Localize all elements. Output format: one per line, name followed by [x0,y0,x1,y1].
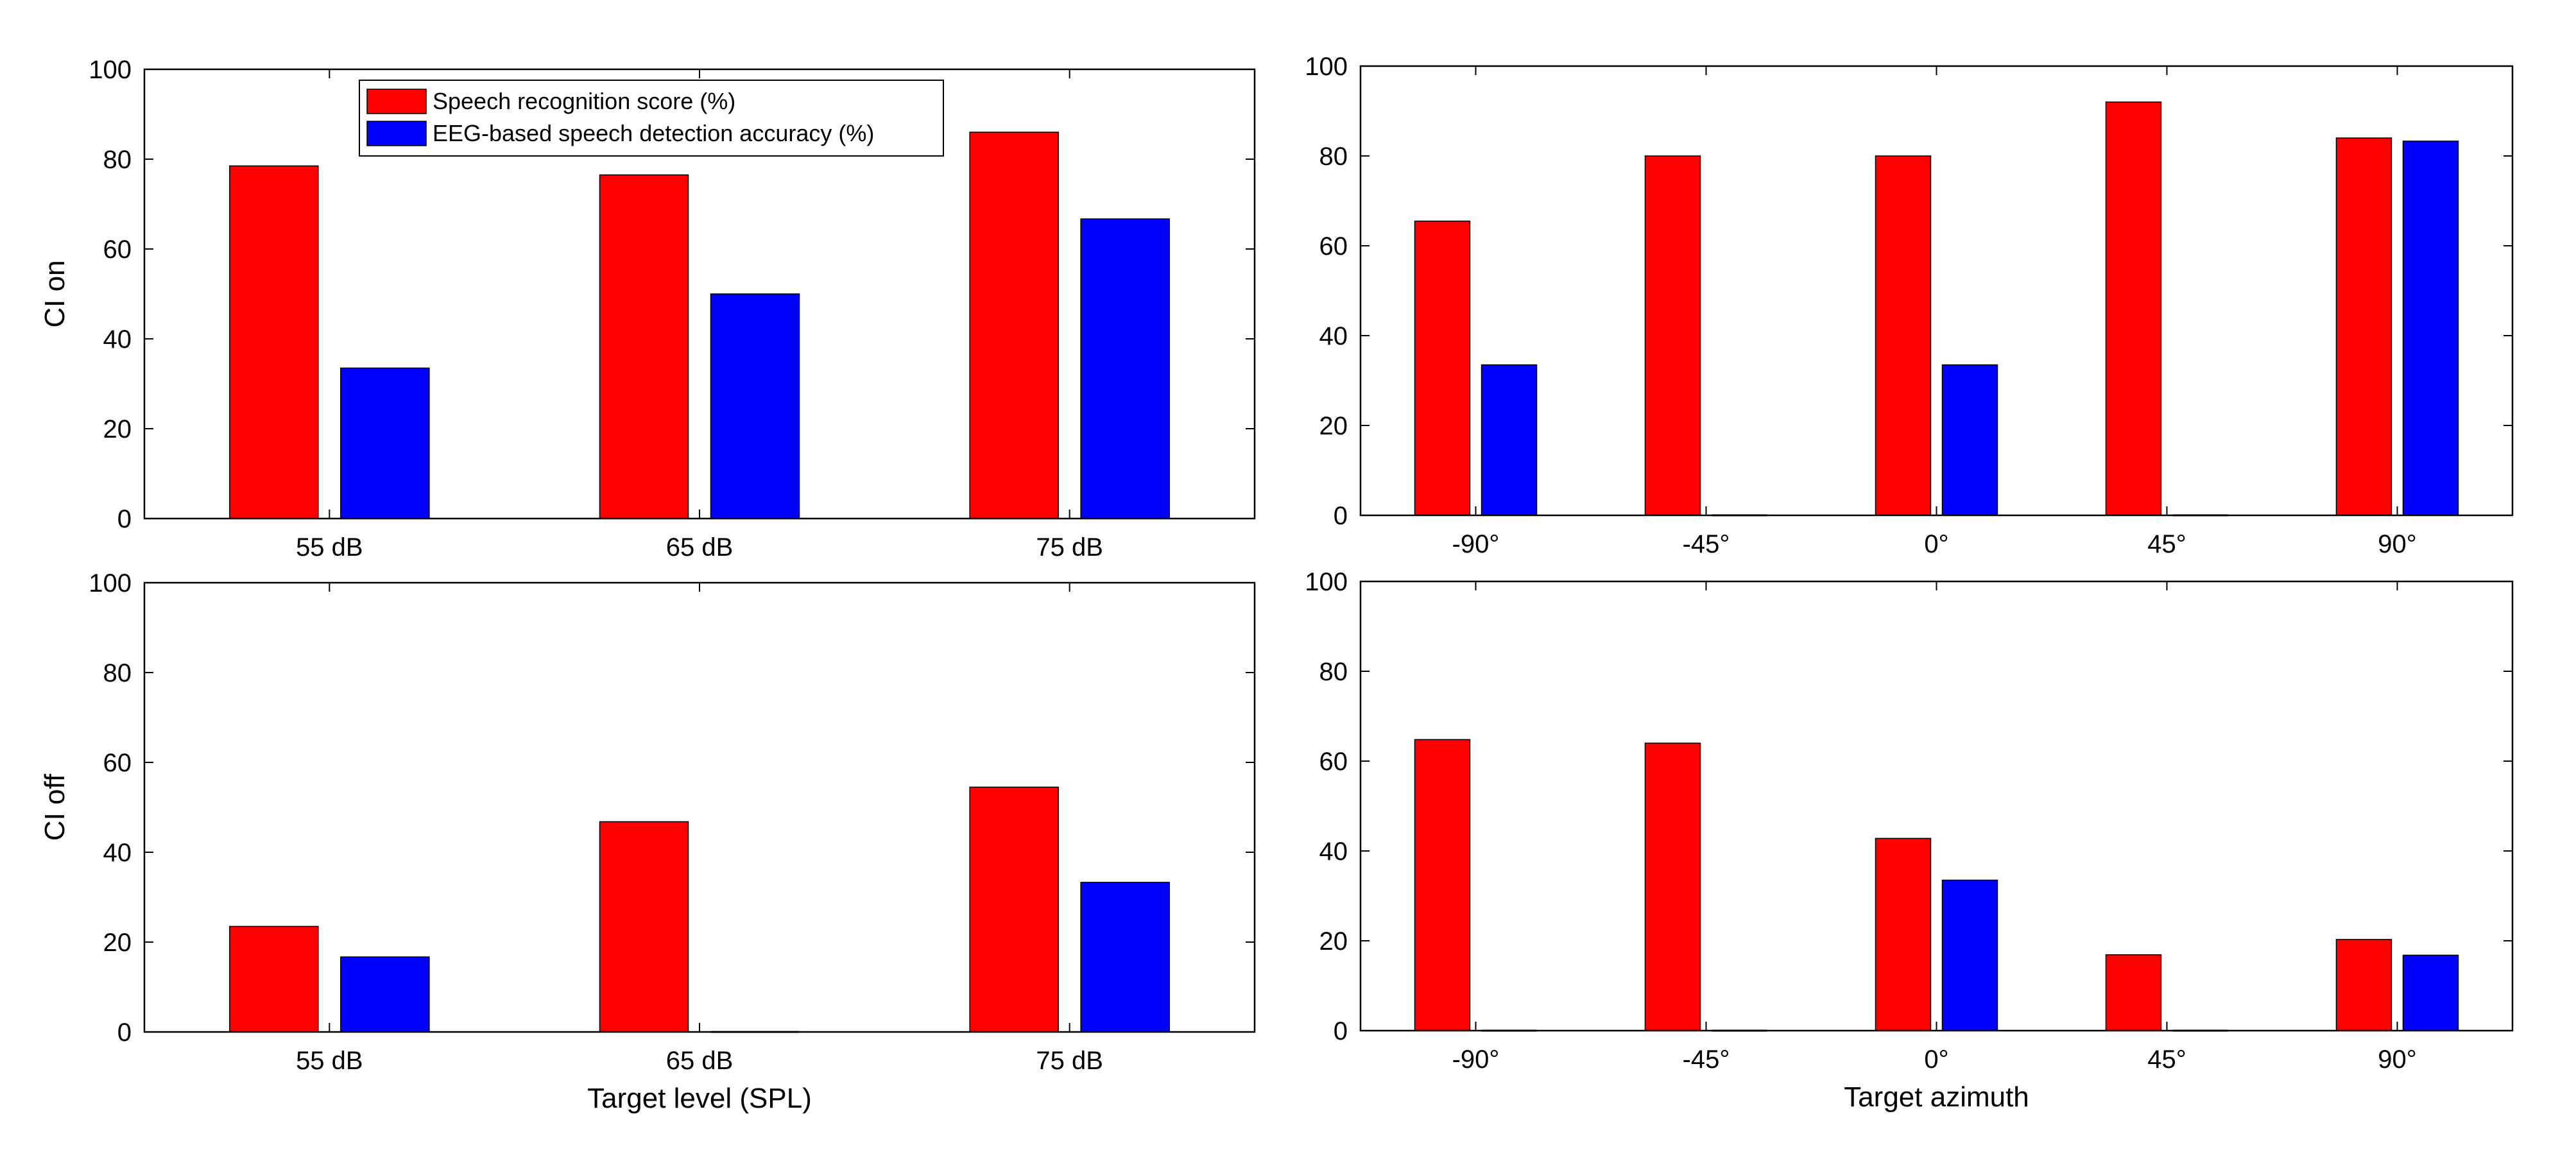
bar-speech-top-left-2 [969,132,1059,519]
bar-speech-top-left-0 [229,165,319,519]
bar-eeg-top-left-0 [340,367,430,519]
x-tick-label: -45° [1683,530,1730,558]
y-tick-label: 0 [1334,1017,1348,1045]
y-tick-label: 60 [1319,748,1348,776]
bar-speech-top-right-3 [2105,101,2162,516]
y-tick-label: 40 [1319,322,1348,350]
legend: Speech recognition score (%) EEG-based sp… [359,80,944,157]
bar-eeg-top-right-2 [1941,364,1998,516]
bar-speech-bottom-left-2 [969,786,1059,1033]
y-axis-label: CI on [39,260,71,327]
y-tick-label: 100 [1305,53,1348,81]
bar-speech-top-right-0 [1414,220,1471,516]
x-tick-label: 45° [2147,530,2186,558]
bar-speech-top-right-2 [1875,155,1932,516]
x-tick-label: 55 dB [296,533,363,562]
bar-eeg-bottom-left-2 [1080,882,1170,1033]
legend-swatch-speech [366,89,427,114]
y-axis-label: CI off [39,773,71,841]
bar-speech-bottom-right-4 [2335,939,2392,1031]
y-tick-label: 60 [103,749,132,777]
y-tick-label: 20 [103,929,132,957]
x-tick-label: 75 dB [1036,1047,1103,1075]
bar-eeg-bottom-left-0 [340,956,430,1033]
y-tick-label: 40 [103,839,132,867]
bar-speech-top-right-4 [2335,137,2392,516]
bar-speech-bottom-right-2 [1875,837,1932,1031]
axes-frame [1359,580,2514,1032]
bar-speech-bottom-left-0 [229,925,319,1033]
y-tick-label: 80 [103,659,132,687]
bar-eeg-top-left-2 [1080,218,1170,519]
x-axis-label: Target azimuth [1844,1081,2029,1113]
x-tick-label: 0° [1924,530,1948,558]
y-tick-label: 0 [117,1018,132,1047]
y-tick-label: 20 [103,415,132,443]
x-tick-label: -45° [1683,1045,1730,1074]
axes-frame [143,68,1256,520]
legend-box [359,80,944,157]
legend-label-speech: Speech recognition score (%) [433,88,735,114]
panel-bottom-left: 55 dB 65 dB 75 dB 0 20 40 60 80 100 CI off Target … [39,569,1256,1114]
panel-top-right: -90° -45° 0° 45° 90° 0 20 40 60 80 100 [1305,53,2514,558]
x-tick-label: 65 dB [666,1047,734,1075]
y-tick-label: 80 [103,146,132,174]
y-tick-label: 100 [1305,568,1348,596]
legend-label-eeg: EEG-based speech detection accuracy (%) [433,120,874,146]
bar-speech-bottom-right-1 [1644,743,1701,1031]
x-tick-label: -90° [1452,530,1500,558]
bar-speech-top-left-1 [599,174,689,519]
y-tick-label: 0 [117,505,132,533]
bar-eeg-top-right-4 [2402,141,2459,516]
panel-top-left: 55 dB 65 dB 75 dB 0 20 40 60 80 100 CI on [39,56,1256,562]
bar-eeg-bottom-right-2 [1941,879,1998,1031]
x-tick-label: 90° [2378,1045,2417,1074]
y-tick-label: 60 [1319,232,1348,261]
y-tick-label: 80 [1319,658,1348,686]
axes-frame [1359,65,2514,517]
y-tick-label: 100 [89,56,132,84]
y-tick-label: 20 [1319,412,1348,440]
y-tick-label: 80 [1319,142,1348,171]
x-tick-label: 90° [2378,530,2417,558]
legend-swatch-eeg [366,121,427,146]
bar-eeg-top-right-0 [1481,364,1538,516]
y-tick-label: 40 [103,325,132,354]
bar-speech-bottom-right-0 [1414,739,1471,1031]
y-tick-label: 20 [1319,927,1348,956]
y-tick-label: 60 [103,236,132,264]
axes-frame [143,581,1256,1033]
x-tick-label: 65 dB [666,533,734,562]
y-tick-label: 0 [1334,502,1348,530]
bar-eeg-top-left-1 [710,293,800,519]
x-tick-label: 55 dB [296,1047,363,1075]
x-tick-label: -90° [1452,1045,1500,1074]
bar-speech-top-right-1 [1644,155,1701,516]
y-tick-label: 100 [89,569,132,597]
panel-bottom-right: -90° -45° 0° 45° 90° 0 20 40 60 80 100 Target azimu… [1305,568,2514,1113]
x-axis-label: Target level (SPL) [587,1083,812,1114]
x-tick-label: 75 dB [1036,533,1103,562]
y-tick-label: 40 [1319,837,1348,866]
bar-speech-bottom-right-3 [2105,954,2162,1031]
x-tick-label: 0° [1924,1045,1948,1074]
x-tick-label: 45° [2147,1045,2186,1074]
bar-speech-bottom-left-1 [599,821,689,1033]
bar-eeg-bottom-right-4 [2402,954,2459,1031]
